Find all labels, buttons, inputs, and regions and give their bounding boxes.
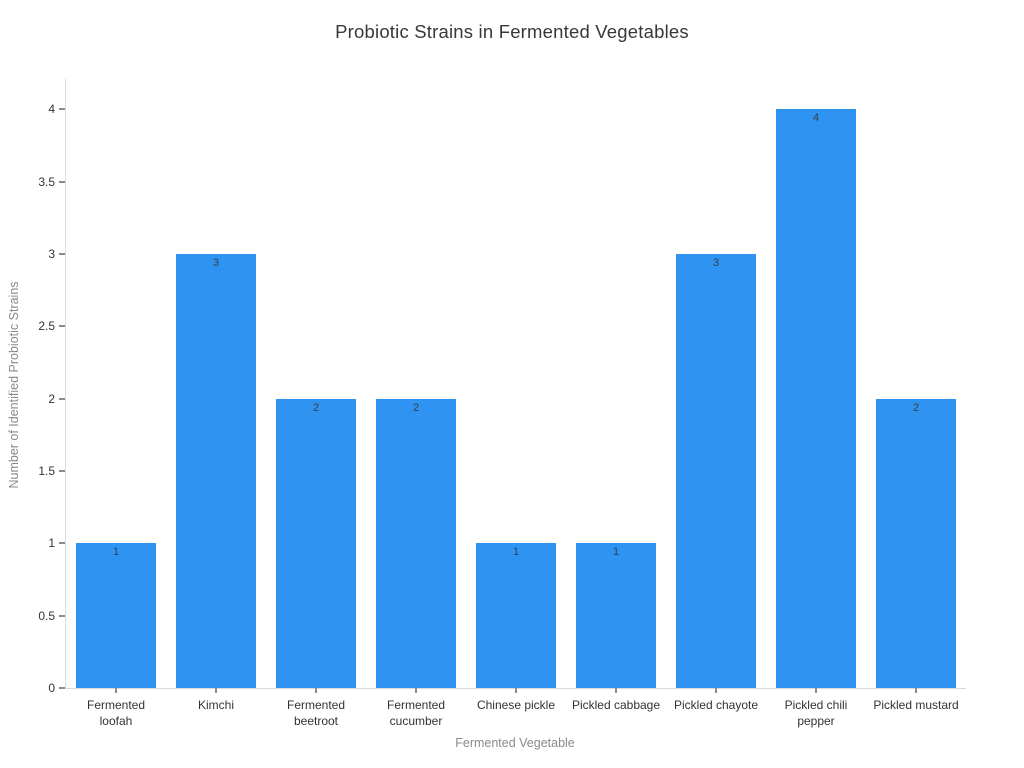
- x-axis-category-label: Fermented beetroot: [286, 698, 346, 728]
- bar-value-label: 1: [612, 546, 620, 558]
- x-axis-tick: [415, 688, 417, 693]
- x-axis-category-label: Fermented cucumber: [386, 698, 446, 728]
- x-axis-tick: [715, 688, 717, 693]
- bar-value-label: 2: [412, 402, 420, 414]
- x-axis-category-label: Chinese pickle: [476, 698, 556, 712]
- x-axis-category-label: Pickled mustard: [873, 698, 959, 712]
- bar-fermented-cucumber: 2: [376, 399, 456, 688]
- y-axis-tick: [59, 325, 65, 328]
- y-axis-tick: [59, 180, 65, 183]
- x-axis-tick: [115, 688, 117, 693]
- bar-fermented-beetroot: 2: [276, 399, 356, 688]
- y-axis-title: Number of Identified Probiotic Strains: [7, 281, 21, 489]
- y-axis-tick-label: 4: [48, 102, 55, 117]
- x-axis-tick: [615, 688, 617, 693]
- bar-value-label: 3: [712, 257, 720, 269]
- x-axis-category-label: Fermented loofah: [86, 698, 146, 728]
- y-axis-tick-label: 1: [48, 536, 55, 551]
- x-axis-category-label: Pickled chili pepper: [784, 698, 848, 728]
- y-axis-tick: [59, 253, 65, 256]
- bar-value-label: 3: [212, 257, 220, 269]
- y-axis-tick-label: 2.5: [38, 319, 55, 334]
- bar-chinese-pickle: 1: [476, 543, 556, 688]
- y-axis-tick: [59, 614, 65, 617]
- x-axis-tick: [215, 688, 217, 693]
- bar-value-label: 1: [112, 546, 120, 558]
- bar-pickled-mustard: 2: [876, 399, 956, 688]
- x-axis-tick: [315, 688, 317, 693]
- bar-pickled-chili-pepper: 4: [776, 109, 856, 688]
- x-axis-category-label: Pickled cabbage: [571, 698, 661, 712]
- x-axis-tick: [915, 688, 917, 693]
- x-axis-title: Fermented Vegetable: [455, 736, 575, 750]
- y-axis-tick-label: 1.5: [38, 464, 55, 479]
- bar-pickled-cabbage: 1: [576, 543, 656, 688]
- x-axis-tick: [515, 688, 517, 693]
- bar-pickled-chayote: 3: [676, 254, 756, 688]
- bar-value-label: 2: [912, 402, 920, 414]
- y-axis-tick: [59, 470, 65, 473]
- bar-value-label: 1: [512, 546, 520, 558]
- plot-area: 0 0.5 1 1.5 2 2.5 3 3.5 4 1 Fermented loofah 3 Kimch…: [38, 79, 966, 728]
- x-axis-tick: [815, 688, 817, 693]
- x-axis-category-label: Pickled chayote: [673, 698, 759, 712]
- y-axis-tick: [59, 108, 65, 111]
- bar-fermented-loofah: 1: [76, 543, 156, 688]
- y-axis-tick-label: 3.5: [38, 174, 55, 189]
- y-axis-tick: [59, 687, 65, 689]
- y-axis-tick: [59, 542, 65, 545]
- bar-kimchi: 3: [176, 254, 256, 688]
- bar-value-label: 2: [312, 402, 320, 414]
- x-axis-category-label: Kimchi: [197, 698, 234, 712]
- y-axis-tick-label: 0: [48, 681, 55, 695]
- y-axis-tick-label: 3: [48, 247, 55, 262]
- y-axis-tick: [59, 397, 65, 400]
- y-axis-tick-label: 2: [48, 391, 55, 406]
- y-axis-tick-label: 0.5: [38, 608, 55, 623]
- bar-value-label: 4: [812, 112, 820, 124]
- chart-title: Probiotic Strains in Fermented Vegetable…: [335, 21, 689, 42]
